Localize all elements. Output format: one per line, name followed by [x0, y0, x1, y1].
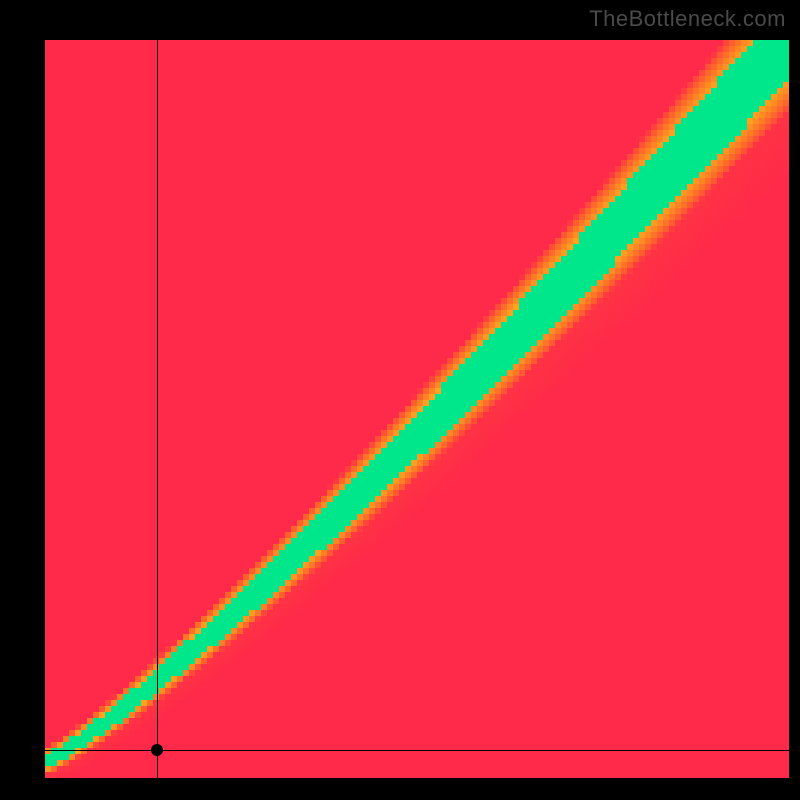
attribution-text: TheBottleneck.com [589, 6, 786, 32]
crosshair-vertical [157, 40, 158, 778]
crosshair-marker [151, 744, 163, 756]
